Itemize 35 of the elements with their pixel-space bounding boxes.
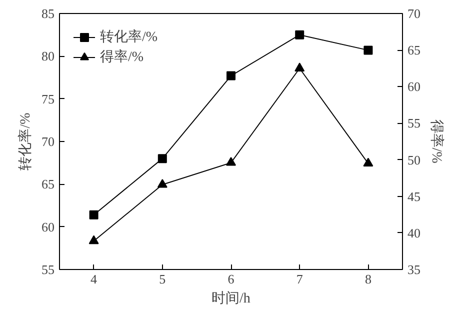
point [157, 178, 168, 188]
point [158, 154, 167, 164]
point [363, 158, 374, 167]
y2-tick-label: 70 [408, 6, 420, 21]
point [226, 71, 236, 80]
y2-axis-title: 得率/% [428, 120, 444, 164]
point [295, 30, 304, 40]
y-tick-label: 85 [42, 6, 54, 21]
point [294, 62, 305, 72]
y-tick-label: 75 [42, 91, 54, 106]
legend-label: 转化率/% [100, 28, 158, 46]
point [226, 157, 236, 166]
x-tick-label: 4 [90, 272, 98, 286]
y-tick-label: 65 [42, 176, 54, 192]
y-tick-label: 55 [42, 262, 54, 277]
x-axis-title: 时间/h [212, 290, 250, 306]
legend-label: 得率/% [100, 48, 144, 66]
x-tick-label: 7 [296, 272, 304, 286]
y2-tick-label: 45 [408, 188, 420, 204]
point [364, 46, 373, 55]
y2-tick-label: 35 [408, 262, 420, 277]
y-tick-label: 80 [42, 48, 54, 64]
y2-tick-label: 50 [408, 152, 420, 168]
y2-tick-label: 60 [408, 79, 420, 94]
y-tick-label: 60 [42, 219, 54, 234]
y2-tick-label: 55 [408, 116, 420, 131]
y-tick-label: 70 [42, 134, 54, 149]
y-axis-title: 转化率/% [18, 112, 34, 170]
x-tick-label: 5 [159, 272, 166, 286]
x-tick-label: 6 [228, 272, 235, 286]
y2-tick-label: 40 [408, 225, 420, 240]
point [88, 235, 99, 244]
y2-tick-label: 65 [408, 42, 420, 58]
point [89, 210, 98, 220]
x-tick-label: 8 [364, 272, 372, 286]
